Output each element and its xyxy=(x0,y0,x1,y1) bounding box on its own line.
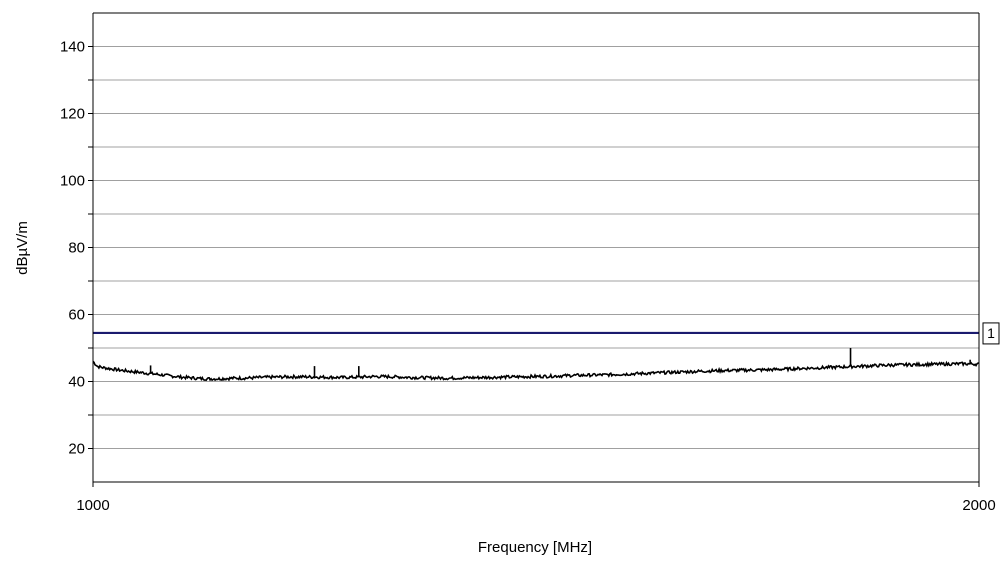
x-axis-title: Frequency [MHz] xyxy=(478,539,592,556)
y-tick-label: 80 xyxy=(68,240,85,257)
x-tick-label: 1000 xyxy=(76,497,109,514)
y-axis-title: dBµV/m xyxy=(14,221,31,275)
y-tick-label: 120 xyxy=(60,106,85,123)
limit-label: 1 xyxy=(987,325,995,341)
plot-series xyxy=(92,331,980,382)
tick-labels: 20 40 60 80 100 120 140 1000 2000 xyxy=(60,39,996,515)
grid-lines xyxy=(93,46,979,449)
x-tick-label: 2000 xyxy=(962,497,995,514)
y-tick-label: 60 xyxy=(68,307,85,324)
measurement-trace xyxy=(92,360,980,382)
y-tick-label: 20 xyxy=(68,441,85,458)
y-tick-label: 100 xyxy=(60,173,85,190)
y-tick-label: 140 xyxy=(60,39,85,56)
axes xyxy=(88,12,980,487)
y-tick-label: 40 xyxy=(68,374,85,391)
limit-label-box xyxy=(982,322,1000,345)
